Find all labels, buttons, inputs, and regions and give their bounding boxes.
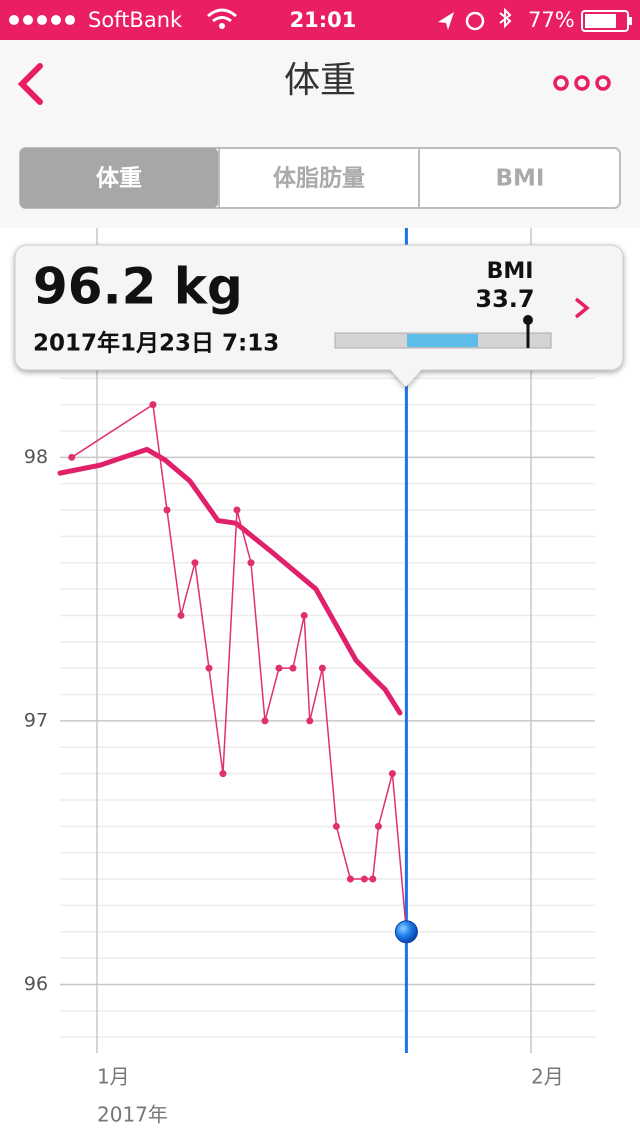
tab[interactable]: BMI — [496, 166, 545, 192]
signal — [9, 15, 75, 25]
measurement-point — [332, 822, 340, 830]
bmi-normal-range — [407, 334, 478, 347]
measurement-line — [71, 403, 408, 933]
y-tick-label: 96 — [24, 973, 48, 995]
carrier: SoftBank — [88, 8, 183, 32]
measurement-point — [388, 770, 396, 778]
location-icon — [438, 12, 454, 30]
measurement-point — [306, 717, 314, 725]
bmi-value: 33.7 — [475, 285, 534, 313]
y-tick-label: 97 — [24, 709, 48, 731]
tab[interactable]: 体重 — [96, 166, 142, 192]
x-axis-label: 2017年 — [97, 1103, 168, 1127]
selected-point — [394, 920, 418, 944]
time: 21:01 — [290, 8, 357, 32]
measurement-point — [289, 664, 297, 672]
measurement-point — [191, 559, 199, 567]
measurement-point — [163, 506, 171, 514]
measurement-point — [177, 611, 185, 619]
nav-title: 体重 — [284, 60, 356, 101]
more-button[interactable] — [553, 75, 611, 91]
card-arrow[interactable] — [574, 297, 590, 319]
battery-level — [585, 14, 616, 28]
measurement-point — [374, 822, 382, 830]
measurement-point — [233, 506, 241, 514]
bluetooth-icon — [499, 7, 512, 29]
battery-tip — [629, 17, 632, 25]
status-bar — [0, 0, 640, 40]
measurement-point — [346, 875, 354, 883]
wifi-icon — [207, 8, 237, 23]
measurement-point — [219, 770, 227, 778]
measurement-point — [247, 559, 255, 567]
x-tick-label: 2月 — [531, 1065, 564, 1089]
tab-selected-bg — [20, 148, 218, 208]
measurement-point — [360, 875, 368, 883]
wifi-dot — [219, 23, 225, 29]
measurement-point — [275, 664, 283, 672]
measurement-point — [261, 717, 269, 725]
measure-datetime: 2017年1月23日 7:13 — [33, 330, 279, 357]
measurement-point — [318, 664, 326, 672]
plot: 96 97 98 1月 2月 2017年 — [0, 228, 640, 1136]
measurement-point — [369, 875, 377, 883]
battery-icon — [581, 10, 629, 32]
measurement-point — [300, 611, 308, 619]
battery-percent: 77% — [528, 8, 575, 32]
bmi-label: BMI — [487, 259, 534, 284]
tab[interactable]: 体脂肪量 — [273, 165, 365, 192]
back-button[interactable] — [17, 63, 43, 105]
x-tick-label: 1月 — [97, 1065, 130, 1089]
measurement-point — [68, 453, 76, 461]
measurement-point — [205, 664, 213, 672]
y-tick-label: 98 — [24, 446, 48, 468]
bmi-marker-head — [523, 315, 533, 325]
weight-value: 96.2 kg — [33, 258, 243, 316]
alarm-icon — [465, 11, 485, 31]
measurement-point — [149, 401, 157, 409]
